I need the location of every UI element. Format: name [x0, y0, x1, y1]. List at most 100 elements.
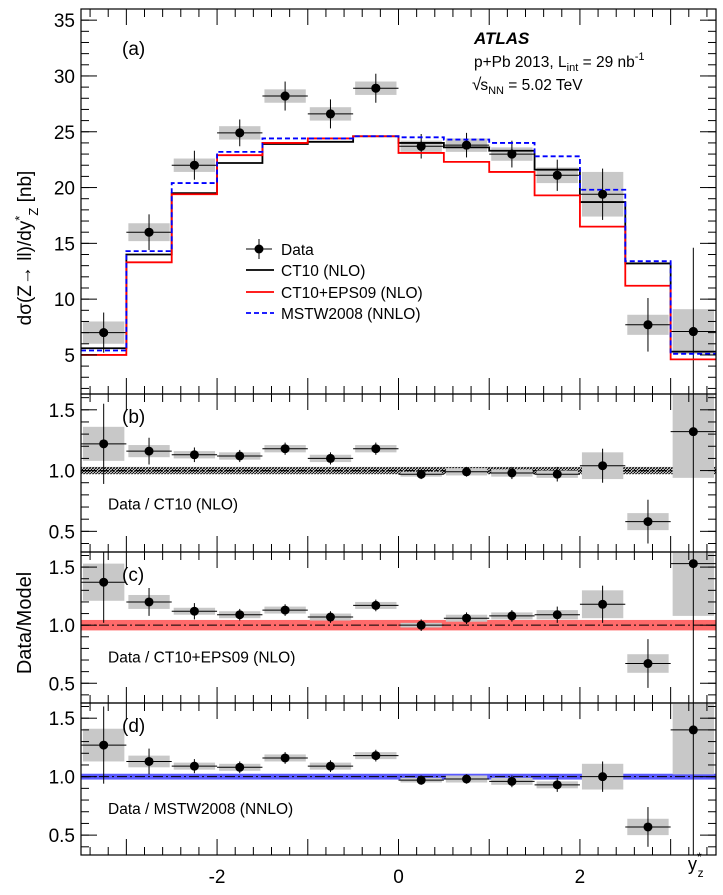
- d-data-point: [552, 780, 562, 790]
- d-y-tick-label: 1.5: [49, 709, 75, 730]
- d-model-uncertainty-band: [81, 773, 716, 780]
- panel-c-ratio-eps09: 0.5 1.0 1.5 (c) Data / CT10+EPS09 (NLO): [49, 551, 717, 704]
- d-data-point: [280, 753, 290, 763]
- c-data-point: [598, 599, 608, 609]
- b-data-point: [688, 427, 698, 437]
- d-data-point: [371, 751, 381, 761]
- c-data-point: [507, 611, 517, 621]
- a-data-point: [325, 109, 335, 119]
- d-data-point: [235, 762, 245, 772]
- a-data-point: [643, 320, 653, 330]
- energy-label: √sNN = 5.02 TeV: [472, 75, 583, 97]
- b-data-point: [325, 453, 335, 463]
- c-y-tick-label: 1.0: [49, 616, 75, 637]
- a-y-tick-label: 30: [54, 67, 75, 88]
- y-axis-title-data-model: Data/Model: [14, 572, 36, 674]
- legend-label: Data: [281, 242, 314, 259]
- b-data-point: [235, 451, 245, 461]
- mstw-step-line: [81, 135, 716, 355]
- panel-label-d: (d): [122, 716, 145, 737]
- b-data-point: [189, 450, 199, 460]
- panel-d-ratio-mstw: 0.5 1.0 1.5 -2 0 2 (d) Data / MSTW2008 (NNLO): [49, 702, 717, 888]
- a-y-tick-label: 35: [54, 11, 75, 32]
- b-data-point: [462, 467, 472, 477]
- c-data-point: [235, 610, 245, 620]
- a-y-tick-label: 10: [54, 290, 75, 311]
- c-y-tick-label: 0.5: [49, 674, 75, 695]
- ratio-label-b: Data / CT10 (NLO): [108, 496, 238, 513]
- c-y-tick-label: 1.5: [49, 558, 75, 579]
- b-model-uncertainty-band: [81, 466, 716, 475]
- x-tick-label: -2: [209, 867, 226, 888]
- c-data-point: [462, 613, 472, 623]
- legend-label: CT10+EPS09 (NLO): [281, 285, 423, 302]
- d-data-point: [598, 772, 608, 782]
- c-data-point: [416, 620, 426, 630]
- a-data-point: [280, 91, 290, 101]
- d-data-point: [144, 756, 154, 766]
- d-data-point: [189, 761, 199, 771]
- a-data-point: [552, 170, 562, 180]
- d-y-tick-label: 1.0: [49, 768, 75, 789]
- a-data-point: [235, 128, 245, 138]
- c-data-point: [189, 606, 199, 616]
- a-y-tick-label: 15: [54, 234, 75, 255]
- a-data-point: [371, 83, 381, 93]
- a-data-point: [462, 140, 472, 150]
- b-y-tick-label: 1.0: [49, 462, 75, 483]
- b-data-point: [144, 446, 154, 456]
- c-data-point: [325, 612, 335, 622]
- a-data-point: [598, 189, 608, 199]
- c-data-point: [688, 559, 698, 569]
- d-y-tick-label: 0.5: [49, 826, 75, 847]
- a-y-tick-label: 5: [64, 346, 75, 367]
- run-label: p+Pb 2013, Lint = 29 nb-1: [474, 51, 645, 74]
- c-data-point: [99, 577, 109, 587]
- b-data-point: [552, 469, 562, 479]
- x-axis-title: y* z: [688, 850, 704, 880]
- d-data-point: [462, 774, 472, 784]
- c-data-point: [371, 600, 381, 610]
- eps09-step-line: [81, 135, 716, 361]
- panel-label-a: (a): [122, 39, 145, 60]
- b-data-point: [598, 461, 608, 471]
- a-data-point: [144, 227, 154, 237]
- ratio-label-d: Data / MSTW2008 (NNLO): [108, 801, 293, 818]
- a-data-point: [688, 327, 698, 337]
- c-data-point: [552, 610, 562, 620]
- c-data-point: [280, 605, 290, 615]
- a-data-point: [99, 328, 109, 338]
- a-data-point: [507, 149, 517, 159]
- panel-a-cross-section: 5 10 15 20 25 30 35 (a) Data CT10 (NLO) CT10+EPS09…: [54, 8, 717, 395]
- x-tick-label: 0: [393, 867, 404, 888]
- d-data-point: [688, 725, 698, 735]
- panel-label-b: (b): [122, 407, 145, 428]
- ratio-label-c: Data / CT10+EPS09 (NLO): [108, 649, 295, 666]
- c-data-point: [643, 659, 653, 669]
- a-data-point: [416, 141, 426, 151]
- d-data-point: [99, 740, 109, 750]
- a-y-tick-label: 20: [54, 179, 75, 200]
- x-tick-label: 2: [575, 867, 586, 888]
- b-y-tick-label: 0.5: [49, 522, 75, 543]
- legend-label: MSTW2008 (NNLO): [281, 306, 421, 323]
- y-axis-title-cross-section: dσ(Z→ ll)/dy*Z [nb]: [12, 171, 41, 326]
- d-data-point: [325, 761, 335, 771]
- b-data-point: [507, 468, 517, 478]
- b-data-point: [416, 469, 426, 479]
- d-data-point: [643, 822, 653, 832]
- d-data-point: [507, 776, 517, 786]
- c-data-point: [144, 597, 154, 607]
- panel-b-ratio-ct10: 0.5 1.0 1.5 (b) Data / CT10 (NLO): [49, 393, 717, 553]
- d-frame: [80, 702, 717, 856]
- d-data-point: [416, 775, 426, 785]
- b-data-point: [371, 444, 381, 454]
- b-y-tick-label: 1.5: [49, 401, 75, 422]
- panel-label-c: (c): [122, 565, 144, 586]
- b-data-point: [643, 517, 653, 527]
- b-data-point: [99, 439, 109, 449]
- legend-data-marker: [254, 244, 264, 254]
- a-data-point: [189, 160, 199, 170]
- b-data-point: [280, 444, 290, 454]
